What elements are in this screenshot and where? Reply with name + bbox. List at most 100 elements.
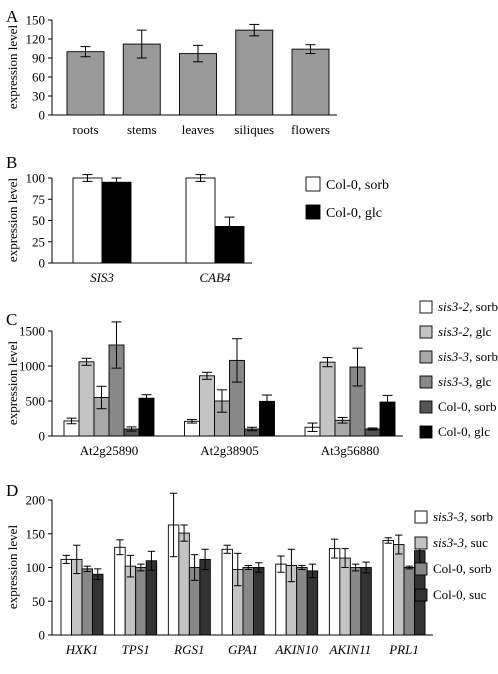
- y-tick-label: 90: [32, 51, 45, 66]
- bar: [306, 570, 319, 636]
- y-tick-label: 30: [32, 89, 45, 104]
- panel-letter: D: [6, 481, 18, 500]
- legend-condition: , sorb: [469, 349, 498, 364]
- category-label: flowers: [291, 122, 330, 137]
- legend-swatch: [419, 400, 433, 414]
- legend-condition: Col-0, suc: [433, 587, 487, 602]
- category-label: roots: [73, 122, 99, 137]
- legend-entry: Col-0, sorb: [433, 561, 492, 576]
- legend-gene: sis3-3: [438, 374, 470, 389]
- legend-swatch: [419, 325, 433, 339]
- category-label: siliques: [234, 122, 274, 137]
- legend-condition: Col-0, sorb: [433, 561, 492, 576]
- legend-entry: Col-0, glc: [438, 424, 490, 439]
- legend-entry: sis3-3, glc: [438, 374, 492, 389]
- y-tick-label: 150: [26, 526, 46, 541]
- bar: [138, 397, 155, 437]
- y-tick-label: 1000: [19, 359, 45, 374]
- legend-swatch: [305, 176, 321, 192]
- y-tick-label: 120: [26, 32, 46, 47]
- bar: [339, 557, 351, 636]
- legend-condition: , sorb: [469, 299, 498, 314]
- category-label: RGS1: [173, 642, 204, 657]
- legend-condition: , suc: [464, 535, 488, 550]
- legend-swatch: [414, 588, 428, 602]
- category-label: SIS3: [90, 270, 114, 285]
- bar: [199, 375, 215, 437]
- y-tick-label: 150: [26, 13, 46, 28]
- legend-swatch: [419, 425, 433, 439]
- category-label: TPS1: [122, 642, 150, 657]
- legend-gene: sis3-3: [433, 535, 465, 550]
- y-axis-label: expression level: [5, 25, 20, 110]
- legend-entry: sis3-2, glc: [438, 324, 492, 339]
- y-tick-label: 0: [39, 429, 46, 444]
- legend: Col-0, sorb Col-0, glc: [305, 176, 389, 221]
- bar: [253, 567, 265, 636]
- y-tick-label: 75: [32, 192, 45, 207]
- bar: [114, 546, 126, 636]
- bar: [199, 558, 211, 636]
- category-label: PRL1: [388, 642, 419, 657]
- legend-swatch: [414, 510, 428, 524]
- y-tick-label: 100: [26, 171, 46, 186]
- y-tick-label: 500: [26, 394, 46, 409]
- y-axis-label: expression level: [5, 341, 20, 426]
- y-tick-label: 100: [26, 560, 46, 575]
- bar: [185, 177, 216, 264]
- bar: [275, 563, 287, 636]
- category-label: stems: [127, 122, 157, 137]
- bar: [72, 177, 103, 264]
- legend-gene: sis3-3: [438, 349, 470, 364]
- legend-swatch: [419, 300, 433, 314]
- panel-letter: A: [6, 7, 19, 26]
- bar: [235, 29, 274, 116]
- bar: [101, 181, 132, 264]
- y-tick-label: 0: [39, 108, 46, 123]
- legend-swatch: [419, 375, 433, 389]
- category-label: HXK1: [65, 642, 99, 657]
- category-label: GPA1: [228, 642, 258, 657]
- bar: [328, 548, 341, 636]
- legend-swatch: [305, 204, 321, 220]
- legend: sis3-3 , sorb sis3-3, suc Col-0, sorb Col-0,…: [414, 509, 493, 602]
- bar: [382, 540, 394, 636]
- bar: [145, 560, 158, 636]
- bar: [319, 361, 336, 437]
- legend-entry: sis3-3, suc: [433, 535, 488, 550]
- bar: [60, 558, 72, 636]
- legend-entry: Col-0, sorb: [326, 178, 389, 193]
- y-tick-label: 25: [32, 234, 45, 249]
- y-tick-label: 0: [39, 628, 46, 643]
- category-label: AKIN11: [329, 642, 372, 657]
- category-label: At2g25890: [80, 443, 139, 458]
- y-tick-label: 50: [32, 213, 45, 228]
- bar: [92, 573, 104, 636]
- y-tick-label: 0: [39, 256, 46, 271]
- legend-entry: Col-0, suc: [433, 587, 487, 602]
- category-label: leaves: [182, 122, 214, 137]
- bar: [291, 48, 330, 116]
- legend-gene: sis3-2: [438, 324, 470, 339]
- legend-condition: Col-0, glc: [438, 424, 490, 439]
- bar: [78, 361, 95, 437]
- bar: [178, 532, 190, 636]
- bar: [393, 544, 405, 636]
- legend-swatch: [419, 350, 433, 364]
- category-label: At3g56880: [321, 443, 380, 458]
- legend-condition: , sorb: [464, 509, 493, 524]
- legend-condition: Col-0, sorb: [438, 399, 497, 414]
- legend-swatch: [414, 536, 428, 550]
- legend-condition: , glc: [469, 324, 492, 339]
- y-tick-label: 1500: [19, 324, 45, 339]
- legend-entry: Col-0, sorb: [438, 399, 497, 414]
- y-tick-label: 60: [32, 70, 45, 85]
- legend-swatch: [414, 562, 428, 576]
- bar: [349, 567, 362, 636]
- legend-entry: sis3-3, sorb: [438, 349, 498, 364]
- category-label: AKIN10: [274, 642, 318, 657]
